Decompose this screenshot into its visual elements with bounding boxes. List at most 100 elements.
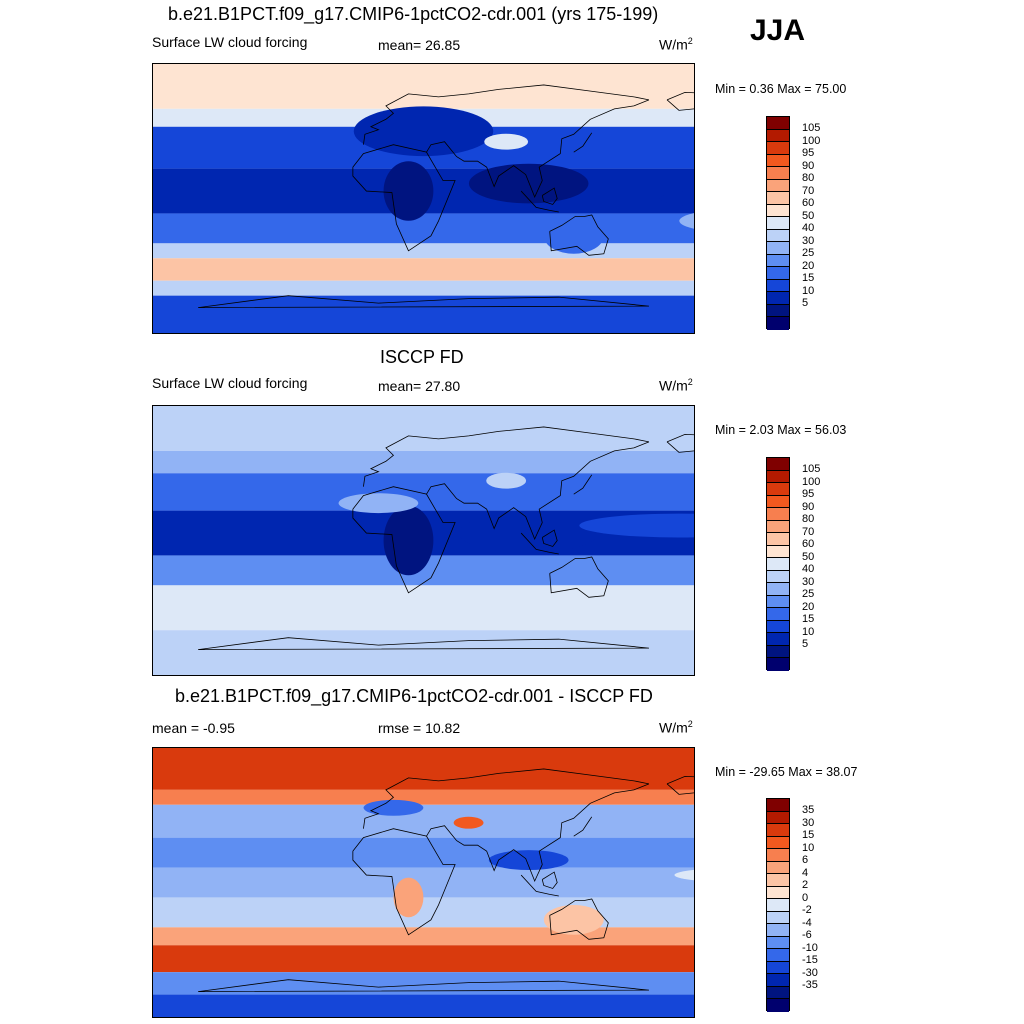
field-band <box>153 927 694 946</box>
colorbar-swatch <box>767 999 789 1012</box>
colorbar-label: 90 <box>802 159 815 172</box>
colorbar-swatch <box>767 583 789 596</box>
coastline <box>520 190 559 213</box>
panel3-minmax: Min = -29.65 Max = 38.07 <box>715 765 858 779</box>
colorbar-label: 80 <box>802 172 815 185</box>
panel1-variable-label: Surface LW cloud forcing <box>152 34 308 50</box>
colorbar-label: 2 <box>802 879 809 892</box>
field-region <box>674 869 694 881</box>
field-band <box>153 972 694 995</box>
field-band <box>153 945 694 973</box>
panel3-title: b.e21.B1PCT.f09_g17.CMIP6-1pctCO2-cdr.00… <box>175 686 653 706</box>
panel2-colorbar <box>766 457 790 671</box>
colorbar-swatch <box>767 483 789 496</box>
colorbar-label: 40 <box>802 563 815 576</box>
colorbar-label: 15 <box>802 613 815 626</box>
field-band <box>153 473 694 511</box>
coastline <box>426 441 650 541</box>
colorbar-swatch <box>767 292 789 305</box>
colorbar-label: -15 <box>802 954 818 967</box>
panel1-title: b.e21.B1PCT.f09_g17.CMIP6-1pctCO2-cdr.00… <box>168 4 659 24</box>
panel3-map <box>152 747 695 1018</box>
colorbar-swatch <box>767 520 789 534</box>
colorbar-label: 35 <box>802 804 815 817</box>
field-region <box>468 163 589 204</box>
colorbar-swatch <box>767 961 789 975</box>
colorbar-swatch <box>767 974 789 987</box>
field-region <box>486 472 527 489</box>
colorbar-swatch <box>767 192 789 205</box>
coastline <box>198 295 650 308</box>
colorbar-label: 80 <box>802 513 815 526</box>
colorbar-label: 15 <box>802 829 815 842</box>
field-region <box>353 106 494 157</box>
field-band <box>153 837 694 868</box>
coastline <box>573 132 593 153</box>
panel1-mean-label: mean= 26.85 <box>378 37 461 53</box>
colorbar-label: 25 <box>802 247 815 260</box>
colorbar-label: 100 <box>802 475 821 488</box>
colorbar-swatch <box>767 849 789 862</box>
colorbar-label: 15 <box>802 272 815 285</box>
colorbar-label: 4 <box>802 866 809 879</box>
colorbar-swatch <box>767 899 789 912</box>
colorbar-label: -10 <box>802 941 818 954</box>
panel2-variable-label: Surface LW cloud forcing <box>152 375 308 391</box>
colorbar-label: 25 <box>802 588 815 601</box>
field-region <box>338 493 419 514</box>
colorbar-swatch <box>767 279 789 293</box>
colorbar-swatch <box>767 924 789 937</box>
field-region <box>393 877 424 918</box>
field-region <box>453 816 484 829</box>
panel3-mean-label: mean = -0.95 <box>152 720 235 736</box>
colorbar-swatch <box>767 811 789 825</box>
coastline <box>363 426 650 487</box>
field-band <box>153 804 694 838</box>
coastline <box>573 474 593 495</box>
colorbar-label: 60 <box>802 197 815 210</box>
colorbar-swatch <box>767 608 789 621</box>
field-band <box>153 748 694 790</box>
coastline <box>352 828 456 936</box>
field-region <box>383 161 434 221</box>
colorbar-label: 10 <box>802 284 815 297</box>
colorbar-label: 90 <box>802 500 815 513</box>
colorbar-swatch <box>767 304 789 318</box>
field-region <box>488 850 569 871</box>
panel2-minmax: Min = 2.03 Max = 56.03 <box>715 423 847 437</box>
field-region <box>543 904 604 935</box>
coastline <box>198 637 650 650</box>
coastline <box>352 486 456 594</box>
coastline <box>549 898 609 940</box>
panel2-mean-label: mean= 27.80 <box>378 378 461 394</box>
colorbar-label: 30 <box>802 234 815 247</box>
panel3-colorbar <box>766 798 790 1012</box>
field-band <box>153 243 694 259</box>
colorbar-label: 100 <box>802 134 821 147</box>
colorbar-label: 5 <box>802 638 809 651</box>
field-region <box>659 190 694 207</box>
colorbar-swatch <box>767 836 789 850</box>
panel3-rmse-label: rmse = 10.82 <box>378 720 461 736</box>
colorbar-label: 0 <box>802 891 809 904</box>
field-region <box>579 513 694 538</box>
colorbar-swatch <box>767 799 789 812</box>
coastline <box>520 532 559 555</box>
coastline <box>541 529 558 547</box>
coastline <box>363 84 650 145</box>
field-band <box>153 280 694 296</box>
colorbar-label: -2 <box>802 904 812 917</box>
colorbar-swatch <box>767 886 789 900</box>
colorbar-label: 20 <box>802 600 815 613</box>
colorbar-swatch <box>767 508 789 521</box>
colorbar-label: 70 <box>802 525 815 538</box>
coastline <box>573 816 593 837</box>
field-band <box>153 64 694 109</box>
colorbar-label: -4 <box>802 916 812 929</box>
colorbar-label: 60 <box>802 538 815 551</box>
colorbar-swatch <box>767 229 789 243</box>
panel3-units: W/m2 <box>659 719 693 736</box>
colorbar-label: 95 <box>802 488 815 501</box>
colorbar-swatch <box>767 570 789 584</box>
panel2-title: ISCCP FD <box>380 347 464 367</box>
